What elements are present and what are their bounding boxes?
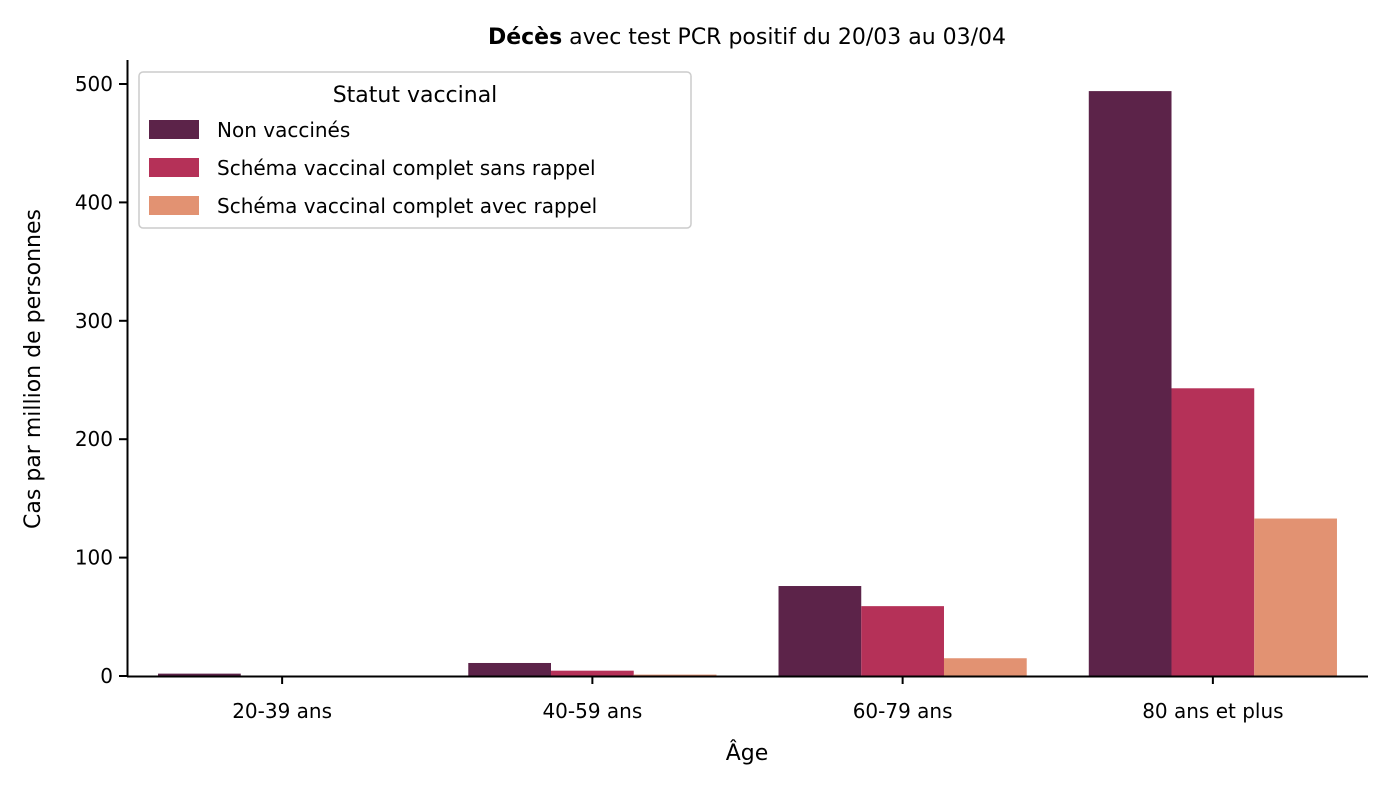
x-tick-label: 80 ans et plus — [1142, 699, 1283, 723]
y-ticks-group: 0 100 200 300 400 500 — [75, 72, 127, 688]
x-tick-label: 20-39 ans — [232, 699, 332, 723]
chart-title: Décès avec test PCR positif du 20/03 au … — [488, 25, 1006, 50]
legend-swatch-2 — [149, 158, 199, 177]
y-tick-label: 100 — [75, 546, 113, 570]
bars-group — [158, 91, 1337, 677]
bar-1-2 — [468, 662, 551, 676]
x-tick-label: 40-59 ans — [542, 699, 642, 723]
y-tick-label: 400 — [75, 190, 113, 214]
y-tick-label: 300 — [75, 309, 113, 333]
axes-group — [126, 60, 1368, 678]
y-tick-label: 0 — [100, 664, 113, 688]
x-tick-label: 60-79 ans — [853, 699, 953, 723]
bar-1-4 — [1088, 91, 1172, 677]
y-tick-label: 500 — [75, 72, 113, 96]
bar-3-3 — [943, 658, 1027, 676]
chart-title-rest: avec test PCR positif du 20/03 au 03/04 — [562, 25, 1006, 50]
y-tick-label: 200 — [75, 427, 113, 451]
x-ticks-group: 20-39 ans 40-59 ans 60-79 ans 80 ans et plu… — [232, 676, 1284, 723]
legend-swatch-1 — [149, 120, 199, 139]
x-axis-label: Âge — [726, 740, 769, 766]
bar-3-2 — [633, 674, 717, 676]
legend-entries: Non vaccinés Schéma vaccinal complet sans… — [149, 118, 597, 218]
legend-label-3: Schéma vaccinal complet avec rappel — [217, 194, 597, 218]
legend-title: Statut vaccinal — [333, 83, 498, 108]
bar-3-4 — [1254, 518, 1337, 676]
bar-2-2 — [551, 670, 634, 676]
legend: Statut vaccinal Non vaccinés Schéma vacci… — [138, 71, 692, 229]
legend-label-1: Non vaccinés — [217, 118, 350, 142]
bar-2-4 — [1171, 388, 1255, 676]
bar-1-3 — [778, 586, 862, 676]
legend-label-2: Schéma vaccinal complet sans rappel — [217, 156, 596, 180]
legend-box — [138, 71, 692, 229]
y-axis-label: Cas par million de personnes — [21, 209, 46, 529]
bar-1-1 — [158, 673, 241, 676]
legend-swatch-3 — [149, 196, 199, 215]
bar-2-3 — [861, 606, 944, 676]
chart-title-bold: Décès — [488, 25, 562, 50]
